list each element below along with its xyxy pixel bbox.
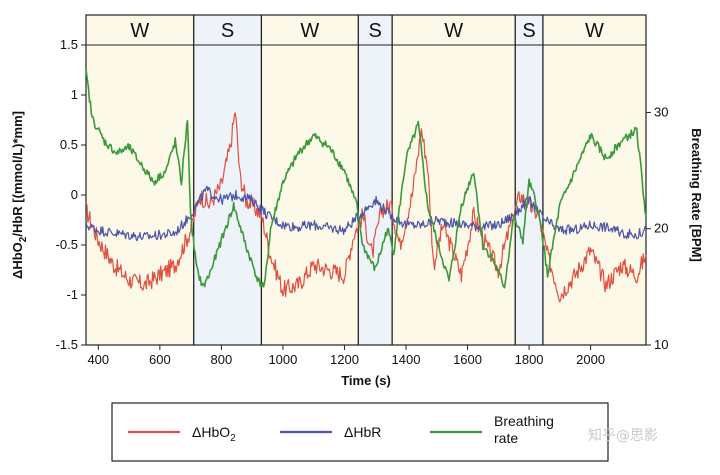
series-layer bbox=[85, 68, 647, 303]
y-left-axis-label: ΔHbO2/HbR [(mmol/L)*mm] bbox=[10, 111, 29, 279]
stage-band-6 bbox=[542, 15, 646, 345]
y-left-tick-label-6: -1.5 bbox=[56, 337, 78, 352]
stage-band-1 bbox=[193, 15, 262, 345]
axes-layer: 400 600 800 1000 1200 1400 1600 1800 2000 1.5 1 0.5… bbox=[10, 37, 704, 388]
y-right-axis-label: Breathing Rate [BPM] bbox=[689, 128, 704, 262]
x-tick-label-5: 1400 bbox=[392, 352, 421, 367]
x-tick-label-3: 1000 bbox=[268, 352, 297, 367]
x-tick-label-7: 1800 bbox=[515, 352, 544, 367]
y-right-tick-label-1: 20 bbox=[654, 221, 668, 236]
y-left-tick-label-1: 1 bbox=[71, 87, 78, 102]
stage-label-2: W bbox=[300, 20, 319, 42]
stage-label-0: W bbox=[130, 20, 149, 42]
stage-band-0 bbox=[86, 15, 194, 345]
y-left-axis-label-part2: /HbR [(mmol/L)*mm] bbox=[10, 111, 25, 237]
x-tick-label-8: 2000 bbox=[576, 352, 605, 367]
series-line-1 bbox=[85, 185, 647, 242]
series-line-2 bbox=[85, 68, 647, 289]
stage-label-3: S bbox=[369, 20, 382, 42]
stage-band-4 bbox=[392, 15, 516, 345]
stage-band-2 bbox=[261, 15, 359, 345]
x-tick-label-1: 600 bbox=[149, 352, 171, 367]
x-tick-label-2: 800 bbox=[211, 352, 233, 367]
legend-label-1: ΔHbR bbox=[344, 424, 381, 440]
stage-band-3 bbox=[358, 15, 393, 345]
y-left-axis-label-part1: ΔHbO bbox=[10, 242, 25, 279]
legend-label-sub-0: 2 bbox=[230, 433, 236, 444]
stage-label-1: S bbox=[221, 20, 234, 42]
series-line-0 bbox=[85, 112, 647, 303]
plot-frame bbox=[85, 14, 647, 346]
stage-label-4: W bbox=[444, 20, 463, 42]
x-tick-label-4: 1200 bbox=[330, 352, 359, 367]
y-left-axis-label-sub: 2 bbox=[18, 236, 29, 242]
legend-label-2: Breathing bbox=[494, 413, 554, 429]
y-right-tick-label-2: 10 bbox=[654, 337, 668, 352]
y-right-tick-label-0: 30 bbox=[654, 104, 668, 119]
stage-label-6: W bbox=[585, 20, 604, 42]
legend-label-main-0: ΔHbO bbox=[192, 424, 230, 440]
stage-label-5: S bbox=[522, 20, 535, 42]
y-left-tick-label-4: -0.5 bbox=[56, 237, 78, 252]
x-axis-label: Time (s) bbox=[341, 373, 391, 388]
y-left-tick-label-2: 0.5 bbox=[60, 137, 78, 152]
legend-label-0: ΔHbO2 bbox=[192, 424, 236, 444]
legend-label-main-1: ΔHbR bbox=[344, 424, 381, 440]
legend-label-line2-2: rate bbox=[494, 430, 518, 446]
y-left-tick-label-3: 0 bbox=[71, 187, 78, 202]
watermark: 知乎@思影 bbox=[588, 428, 658, 444]
x-tick-label-6: 1600 bbox=[453, 352, 482, 367]
y-left-tick-label-0: 1.5 bbox=[60, 37, 78, 52]
x-tick-label-0: 400 bbox=[87, 352, 109, 367]
y-left-tick-label-5: -1 bbox=[66, 287, 78, 302]
legend-box bbox=[111, 402, 609, 462]
